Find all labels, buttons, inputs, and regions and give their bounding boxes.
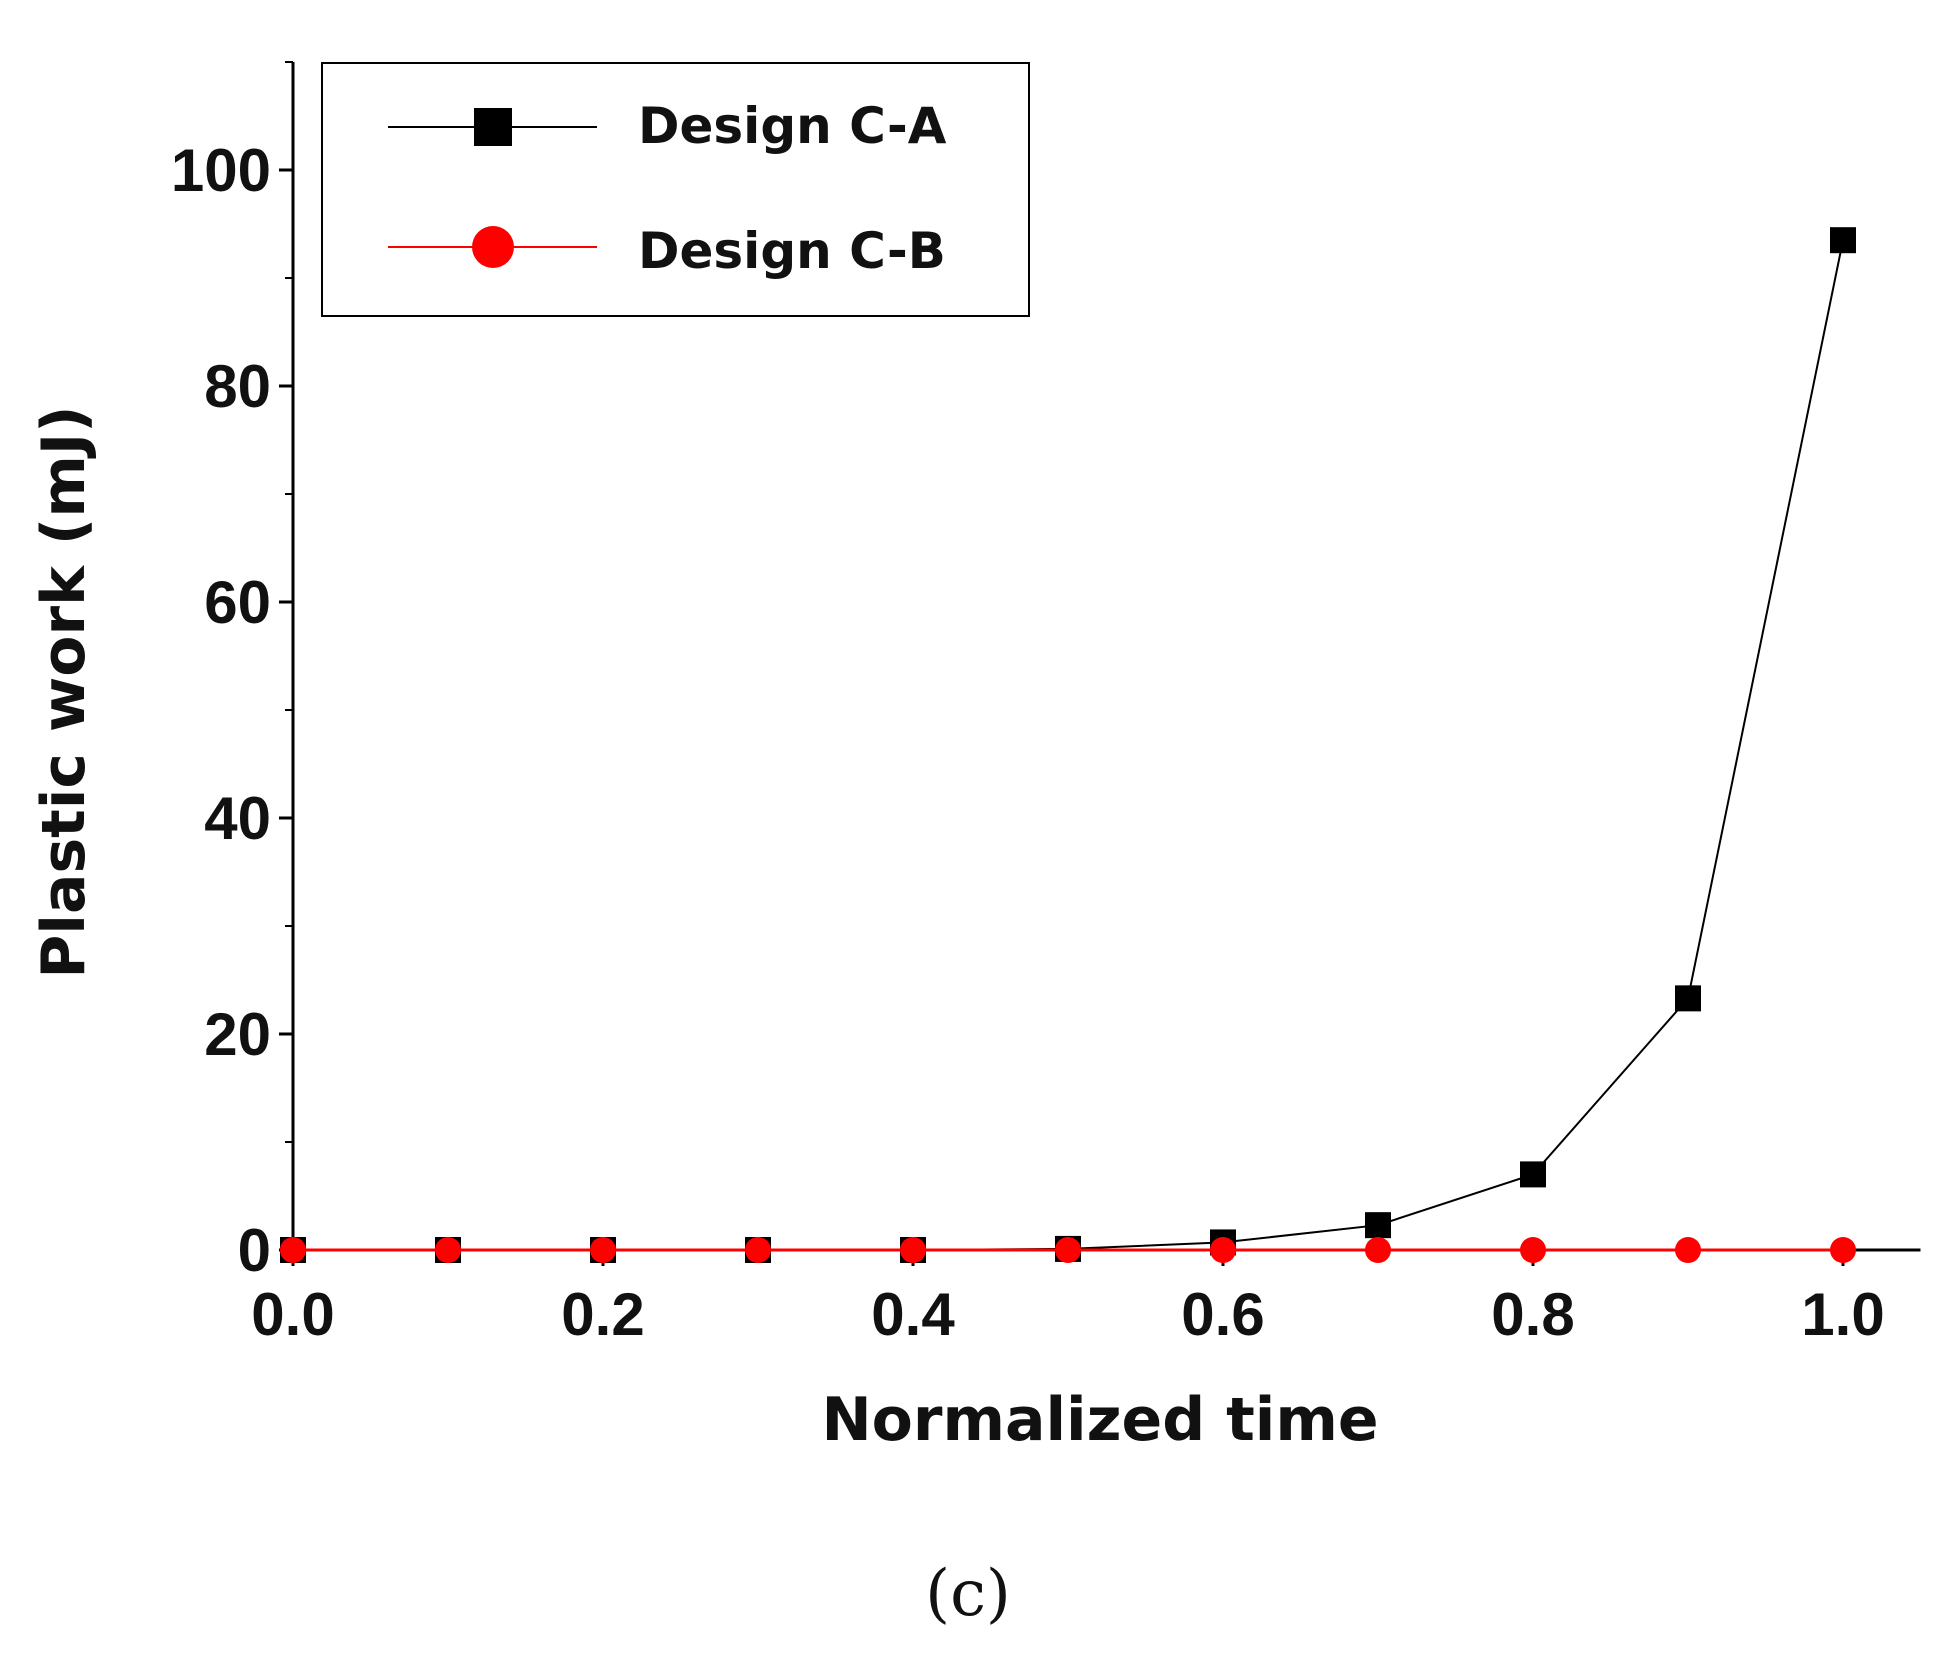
- x-tick-label: 0.0: [251, 1281, 334, 1348]
- series-lines: [293, 239, 1844, 1252]
- y-axis-title: Plastic work (mJ): [29, 405, 99, 978]
- x-tick-label: 0.8: [1491, 1281, 1574, 1348]
- data-point-design-c-a: [1365, 1212, 1391, 1239]
- legend-box: [321, 62, 1030, 317]
- y-tick-label: 0: [238, 1217, 271, 1284]
- data-point-design-c-b: [1675, 1237, 1701, 1263]
- data-point-design-c-a: [1520, 1161, 1546, 1188]
- data-point-design-c-b: [1055, 1237, 1081, 1263]
- legend-label-c-b: Design C-B: [638, 222, 946, 280]
- x-tick-label: 0.4: [871, 1281, 955, 1348]
- data-point-design-c-b: [1520, 1237, 1546, 1263]
- x-axis-title: Normalized time: [821, 1385, 1378, 1455]
- x-tick-label: 1.0: [1801, 1281, 1884, 1348]
- data-point-design-c-b: [1365, 1237, 1391, 1263]
- data-point-design-c-b: [590, 1237, 616, 1263]
- data-point-design-c-a: [1675, 985, 1701, 1012]
- y-tick-label: 40: [204, 785, 271, 852]
- series-line-design-c-a: [293, 239, 1844, 1251]
- data-point-design-c-b: [1210, 1237, 1236, 1263]
- y-tick-label: 60: [204, 569, 271, 636]
- y-tick-label: 20: [204, 1001, 271, 1068]
- x-tick-label: 0.6: [1181, 1281, 1264, 1348]
- x-tick-label: 0.2: [561, 1281, 644, 1348]
- y-tick-label: 100: [171, 137, 271, 204]
- data-point-design-c-b: [745, 1237, 771, 1263]
- legend-label-c-a: Design C-A: [638, 97, 947, 155]
- legend-marker-c-a: [474, 108, 512, 146]
- x-ticks: 0.0 0.2 0.4 0.6 0.8 1.0: [251, 1250, 1885, 1348]
- series-markers: [280, 227, 1856, 1263]
- data-point-design-c-b: [1830, 1237, 1856, 1263]
- data-point-design-c-b: [435, 1237, 461, 1263]
- data-point-design-c-b: [900, 1237, 926, 1263]
- legend: Design C-A Design C-B: [321, 62, 1030, 317]
- y-ticks: 0 20 40 60 80 100: [171, 61, 293, 1284]
- figure-caption: (c): [925, 1557, 1011, 1631]
- legend-marker-c-b: [472, 226, 514, 268]
- data-point-design-c-a: [1830, 227, 1856, 254]
- y-tick-label: 80: [204, 353, 271, 420]
- data-point-design-c-b: [280, 1237, 306, 1263]
